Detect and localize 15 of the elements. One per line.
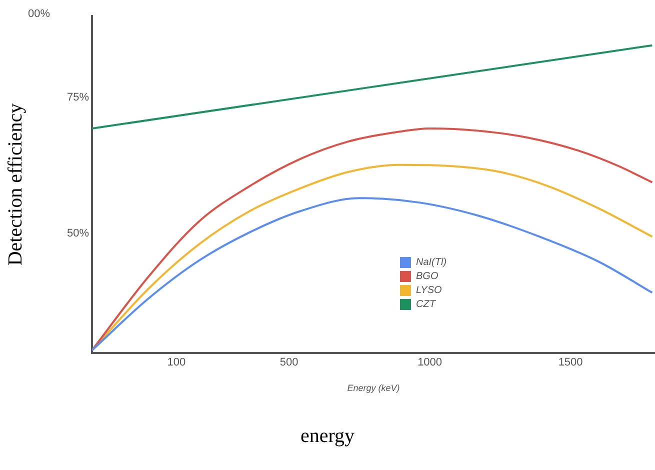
legend-label: BGO bbox=[416, 270, 438, 282]
legend-label: LYSO bbox=[416, 284, 442, 296]
legend-label: NaI(Tl) bbox=[416, 256, 447, 268]
line-series bbox=[92, 197, 654, 352]
legend-label: CZT bbox=[416, 298, 436, 310]
text: 00% bbox=[28, 8, 50, 20]
text: energy bbox=[299, 425, 356, 448]
x-axis-title: Energy (keV) bbox=[347, 383, 400, 394]
x-tick-label: 100 bbox=[167, 356, 186, 369]
y-axis-title: Detection efficiency bbox=[4, 103, 26, 266]
x-tick-label: 500 bbox=[280, 356, 298, 369]
y-tick-label: 75% bbox=[66, 92, 90, 104]
x-tick-label: 1500 bbox=[558, 356, 583, 369]
y-tick-label: 50% bbox=[66, 227, 90, 240]
x-tick-label: 1000 bbox=[418, 356, 442, 369]
